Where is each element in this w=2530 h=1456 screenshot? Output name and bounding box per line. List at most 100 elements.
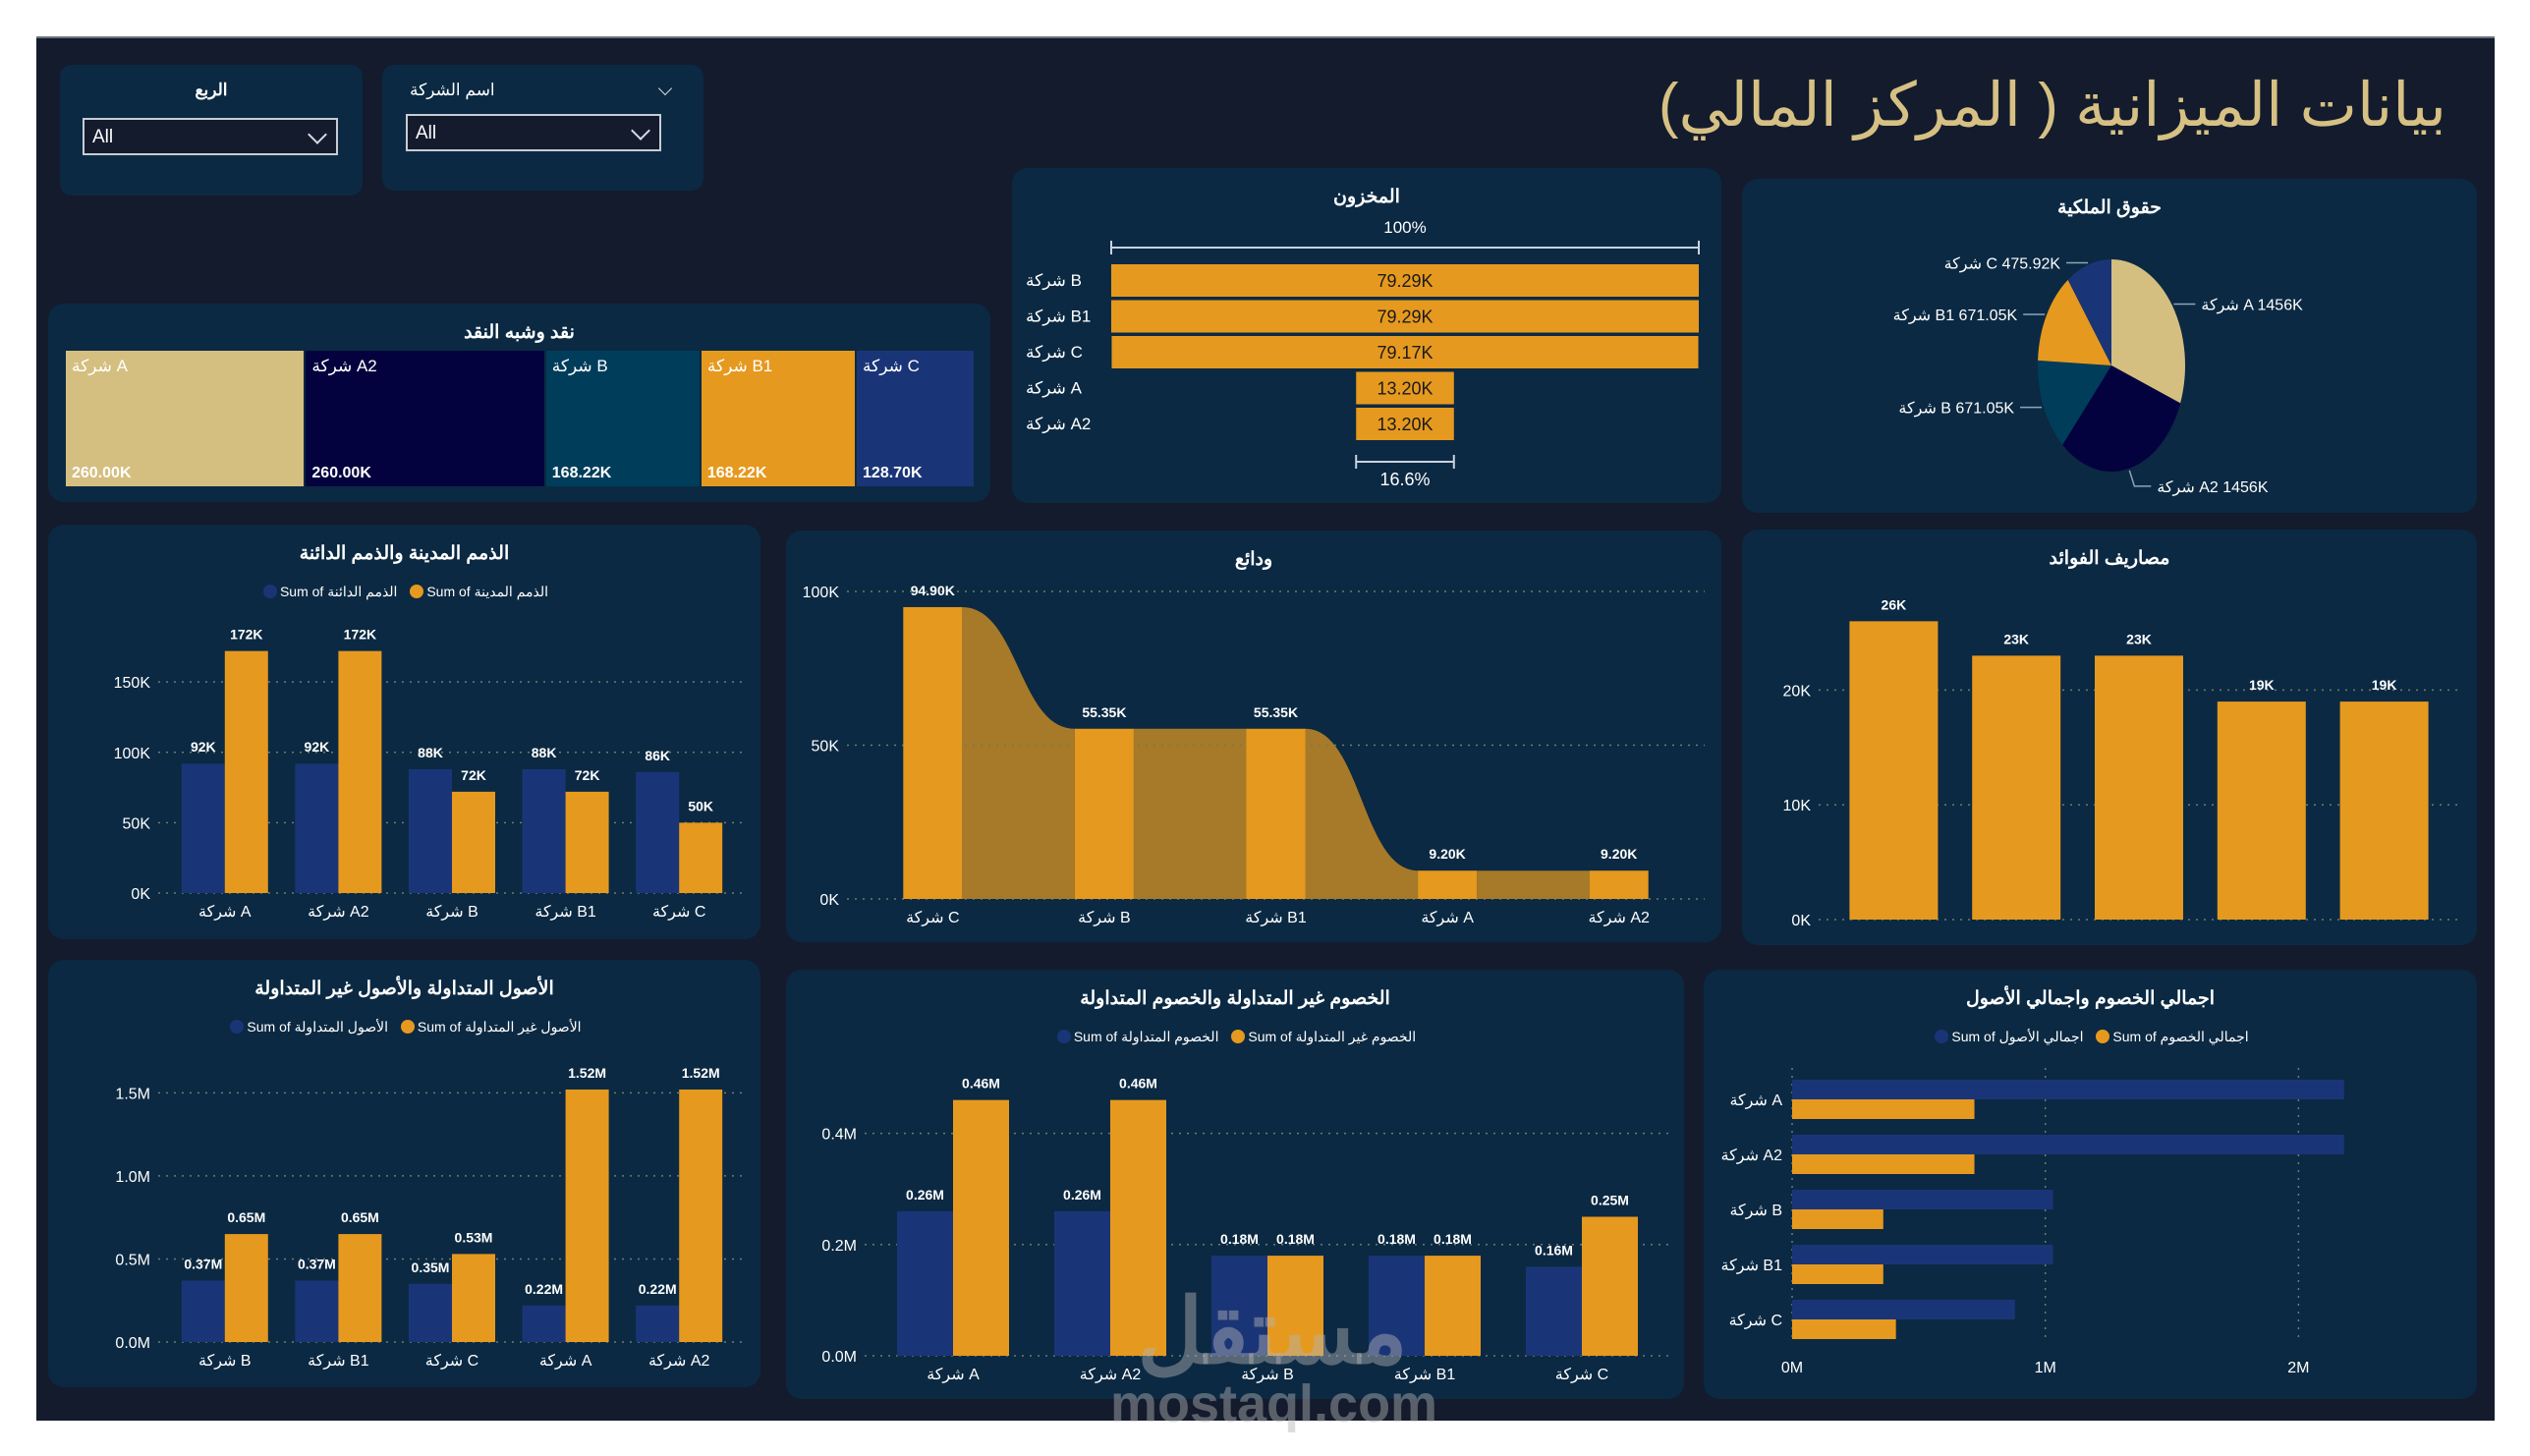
bar: [1369, 1256, 1425, 1356]
bar-data-label: 55.35K: [1082, 704, 1126, 720]
treemap-cell[interactable]: شركة C 128.70K: [857, 351, 974, 486]
treemap-cell-label: شركة A: [72, 357, 128, 375]
y-tick-label: 1.5M: [115, 1086, 150, 1102]
funnel-bar: [1111, 264, 1699, 297]
chart-title: الذمم المدينة والذمم الدائنة: [299, 543, 510, 564]
bar-data-label: 1.52M: [568, 1065, 606, 1081]
legend-marker: [262, 585, 277, 598]
chart-title: حقوق الملكية: [2057, 197, 2162, 218]
y-tick-label: 0.4M: [821, 1127, 857, 1144]
funnel-bar: [1111, 300, 1699, 333]
treemap-cell-value: 128.70K: [863, 465, 923, 481]
treemap-cell[interactable]: شركة A2 260.00K: [306, 351, 544, 486]
bar-data-label: 0.46M: [1119, 1076, 1157, 1092]
bar: [338, 1234, 382, 1342]
slicer-quarter-dropdown[interactable]: All: [83, 118, 338, 155]
bar: [1418, 870, 1478, 899]
x-tick-label: شركة A: [927, 1367, 980, 1383]
chevron-down-icon[interactable]: [657, 81, 673, 96]
bar: [2339, 701, 2429, 920]
funnel-bar-label: 79.29K: [1377, 308, 1433, 327]
bar-data-label: 0.18M: [1276, 1231, 1315, 1247]
bar: [2217, 701, 2306, 920]
funnel-bar-label: 13.20K: [1377, 415, 1433, 434]
receivables-bar-chart: 0K 50K 100K 150K 92K 172K شركة A 92K 172K شركة A2…: [114, 627, 746, 921]
funnel-bar-label: 79.29K: [1377, 271, 1433, 291]
treemap-cell-value: 168.22K: [551, 465, 612, 481]
bar: [953, 1099, 1009, 1356]
bar-data-label: 172K: [344, 627, 376, 643]
legend-item[interactable]: Sum of الأصول المتداولة: [227, 1019, 388, 1036]
y-tick-label: 50K: [812, 739, 840, 756]
chart-title: الأصول المتداولة والأصول غير المتداولة: [254, 979, 554, 999]
pie-slice: [2038, 279, 2111, 365]
treemap-cell[interactable]: شركة A 260.00K: [66, 351, 305, 486]
bar-data-label: 0.53M: [455, 1229, 493, 1245]
x-tick-label: شركة B1: [1245, 910, 1307, 926]
legend-item[interactable]: Sum of الخصوم غير المتداولة: [1228, 1029, 1416, 1045]
bar: [1792, 1135, 2344, 1154]
x-tick-label: شركة C: [652, 904, 705, 921]
assets-panel: الأصول المتداولة والأصول غير المتداولة S…: [48, 960, 760, 1387]
treemap-cell[interactable]: شركة B 168.22K: [545, 351, 700, 486]
x-tick-label: شركة B: [1078, 910, 1131, 926]
x-tick-label: شركة B: [198, 1353, 252, 1370]
bar-data-label: 55.35K: [1254, 704, 1298, 720]
legend-item[interactable]: Sum of الذمم المدينة: [407, 584, 548, 600]
bar-data-label: 0.22M: [525, 1281, 563, 1297]
legend-item[interactable]: Sum of اجمالي الخصوم: [2093, 1029, 2249, 1045]
funnel-bar: [1111, 336, 1699, 368]
bar-data-label: 86K: [645, 748, 670, 763]
bar-data-label: 19K: [2372, 677, 2397, 693]
bar: [1792, 1154, 1975, 1174]
y-tick-label: 0.5M: [115, 1252, 150, 1268]
bar-data-label: 0.25M: [1591, 1193, 1629, 1208]
bar: [1792, 1190, 2053, 1209]
y-tick-label: 0.0M: [115, 1335, 150, 1352]
totals-hbar-chart: 0M 1M 2M شركة A شركة A2 شركة B شركة B1 شركة C: [1721, 1068, 2344, 1376]
deposits-panel: ودائع 0K 50K 100K 94.90K شركة C 55.35K شركة B 5…: [786, 531, 1721, 942]
slicer-company-dropdown[interactable]: All: [406, 114, 661, 151]
legend-label: Sum of اجمالي الخصوم: [2112, 1029, 2249, 1044]
y-tick-label: شركة B1: [1721, 1258, 1783, 1274]
x-tick-label: شركة A2: [648, 1353, 710, 1370]
bar-data-label: 9.20K: [1429, 846, 1465, 862]
chart-title: نقد وشبه النقد: [464, 322, 575, 343]
bar-data-label: 94.90K: [911, 583, 955, 598]
bar: [1792, 1080, 2344, 1099]
bar-data-label: 0.46M: [962, 1076, 1000, 1092]
pie-data-label: شركة B 671.05K: [1898, 401, 2014, 418]
y-tick-label: 0.0M: [821, 1349, 857, 1366]
bar: [409, 1283, 452, 1342]
y-tick-label: 1.0M: [115, 1169, 150, 1186]
bar: [1972, 655, 2061, 920]
chart-title: الخصوم غير المتداولة والخصوم المتداولة: [1080, 988, 1390, 1009]
liabilities-bar-chart: 0.0M 0.2M 0.4M 0.26M 0.46M شركة A 0.26M 0.46M شر…: [821, 1076, 1670, 1383]
treemap-cell[interactable]: شركة B1 168.22K: [701, 351, 855, 486]
legend-item[interactable]: Sum of اجمالي الأصول: [1932, 1029, 2084, 1045]
assets-bar-chart: 0.0M 0.5M 1.0M 1.5M 0.37M 0.65M شركة B 0.37M 0.6…: [115, 1065, 746, 1370]
bar-data-label: 92K: [191, 739, 216, 755]
x-tick-label: شركة B: [1241, 1367, 1294, 1383]
x-tick-label: شركة A2: [1588, 910, 1650, 926]
liabilities-panel: الخصوم غير المتداولة والخصوم المتداولة S…: [786, 970, 1684, 1399]
bar: [2095, 655, 2183, 920]
legend-item[interactable]: Sum of الذمم الدائنة: [260, 584, 397, 600]
legend-marker: [400, 1020, 415, 1034]
bar: [679, 1089, 723, 1342]
bar-data-label: 26K: [1882, 596, 1907, 612]
bar: [181, 1280, 225, 1342]
pie-leader-line: [2128, 470, 2152, 487]
bar: [452, 791, 495, 893]
chart-title: مصاريف الفوائد: [2049, 548, 2170, 569]
pie-slice: [2062, 365, 2181, 472]
cash-treemap-panel: نقد وشبه النقد شركة A 260.00K شركة A2 260.0…: [48, 304, 990, 502]
bar: [295, 1280, 339, 1342]
interest-expense-panel: مصاريف الفوائد 0K 10K 20K 26K 23K 23K 19K 19K: [1742, 530, 2477, 945]
treemap-cell-label: شركة C: [863, 357, 920, 375]
bar: [1792, 1300, 2015, 1319]
legend-label: Sum of الخصوم غير المتداولة: [1248, 1029, 1417, 1044]
legend-item[interactable]: Sum of الخصوم المتداولة: [1054, 1029, 1218, 1045]
legend-item[interactable]: Sum of الأصول غير المتداولة: [398, 1019, 582, 1036]
bar: [1792, 1264, 1883, 1284]
